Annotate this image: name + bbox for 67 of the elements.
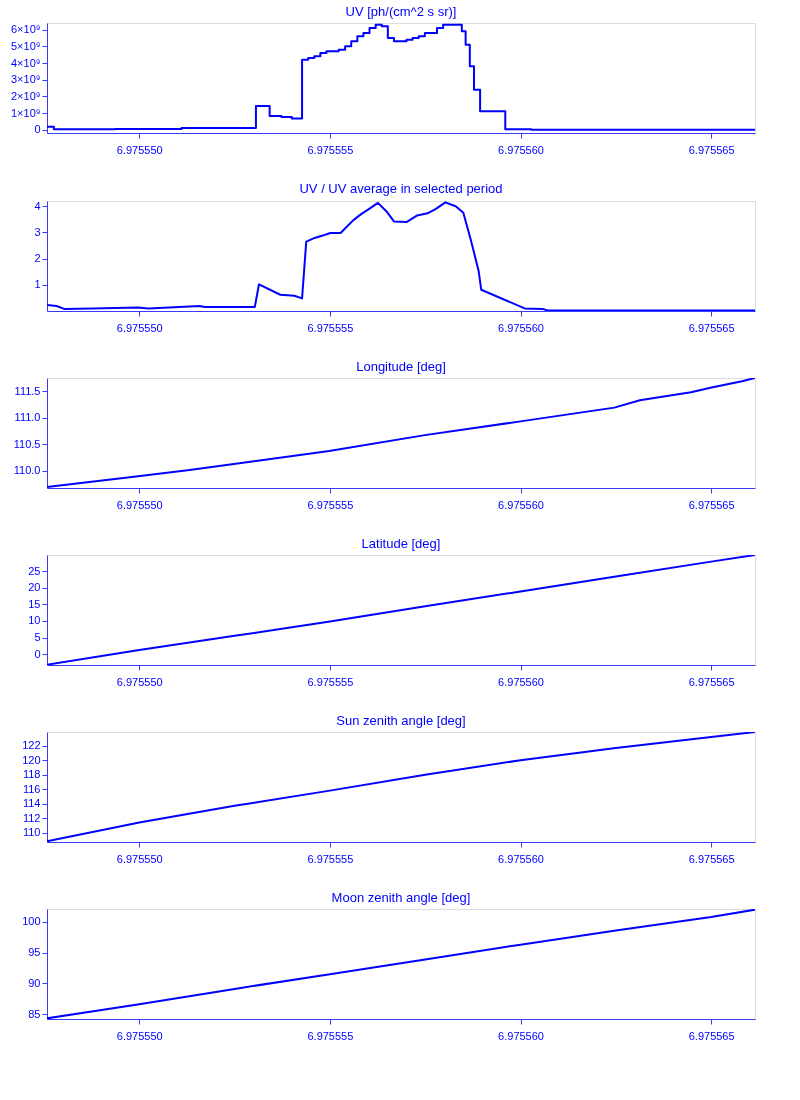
y-tick-label: 110.5 [13,437,41,450]
line-series [47,201,755,311]
y-tick-label: 112 [22,811,41,824]
line-series [47,732,755,842]
x-tick-label: 6.975550 [116,675,163,688]
x-tick-label: 6.975560 [498,852,544,865]
y-tick-label: 122 [22,739,41,752]
y-tick-label: 118 [22,768,41,781]
y-tick-label: 4 [34,199,41,212]
y-tick-label: 90 [28,976,41,989]
x-tick-label: 6.975555 [307,321,354,334]
y-tick-label: 120 [22,753,41,766]
x-tick-label: 6.975555 [307,852,354,865]
y-tick-label: 110 [22,826,41,839]
y-tick-label: 0 [34,123,41,136]
y-tick-label: 5 [34,631,41,643]
y-tick-label: 6×10⁹ [11,23,41,36]
y-tick-label: 85 [28,1007,41,1020]
x-tick-label: 6.975550 [116,852,163,865]
chart-title: Sun zenith angle [deg] [336,713,466,728]
chart-title: UV / UV average in selected period [299,181,503,197]
x-tick-label: 6.975565 [688,675,735,688]
y-tick-label: 0 [34,647,41,660]
x-tick-label: 6.975565 [688,1029,735,1042]
y-tick-label: 25 [28,564,41,577]
x-tick-label: 6.975555 [307,675,354,688]
y-tick-label: 95 [28,946,41,959]
y-tick-label: 5×10⁹ [11,39,41,52]
x-tick-label: 6.975565 [688,143,735,156]
y-tick-label: 3×10⁹ [11,73,41,86]
y-tick-label: 114 [22,797,41,810]
x-tick-label: 6.975565 [688,321,735,334]
y-tick-label: 4×10⁹ [11,56,41,69]
x-tick-label: 6.975565 [688,852,735,865]
y-tick-label: 3 [34,225,41,238]
y-tick-label: 111.5 [14,384,41,397]
chart-title: Moon zenith angle [deg] [331,890,471,905]
y-tick-label: 100 [22,915,41,928]
x-tick-label: 6.975560 [498,675,544,688]
line-series [47,378,755,488]
y-tick-label: 1 [34,278,41,291]
y-tick-label: 2 [34,252,41,265]
chart-title: Longitude [deg] [356,359,446,374]
x-tick-label: 6.975550 [116,321,163,334]
x-tick-label: 6.975555 [307,143,354,156]
x-tick-label: 6.975560 [498,321,544,334]
x-tick-label: 6.975560 [498,1029,544,1042]
x-tick-label: 6.975550 [116,1029,163,1042]
x-tick-label: 6.975560 [498,143,544,156]
x-tick-label: 6.975555 [307,1029,354,1042]
y-tick-label: 116 [22,782,41,795]
x-tick-label: 6.975550 [116,498,163,511]
y-tick-label: 1×10⁹ [11,106,41,119]
x-tick-label: 6.975565 [688,498,735,511]
y-tick-label: 110.0 [13,464,41,477]
line-series [47,909,755,1019]
y-tick-label: 2×10⁹ [11,89,41,102]
x-tick-label: 6.975560 [498,498,544,511]
x-tick-label: 6.975555 [307,498,354,511]
y-tick-label: 15 [28,597,41,610]
chart-title: UV [ph/(cm^2 s sr)] [345,4,457,19]
line-series [47,555,755,665]
y-tick-label: 10 [28,614,41,627]
y-tick-label: 111.0 [14,411,41,424]
y-tick-label: 20 [28,581,41,594]
chart-title: Latitude [deg] [361,536,441,551]
x-tick-label: 6.975550 [116,143,163,156]
